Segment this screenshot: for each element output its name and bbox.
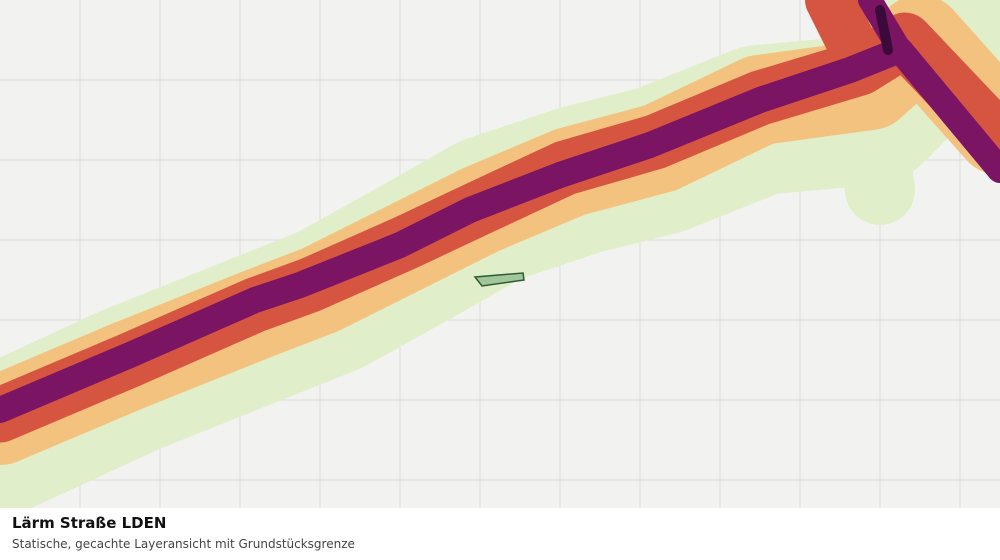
- noise-map: [0, 0, 1000, 508]
- parcel-boundary: [473, 272, 525, 287]
- layer-title: Lärm Straße LDEN: [12, 514, 167, 532]
- noise-band-very-high: [0, 37, 1000, 423]
- layer-subtitle: Statische, gecachte Layeransicht mit Gru…: [12, 537, 355, 551]
- noise-bands: [0, 0, 1000, 508]
- noise-band-extreme: [875, 5, 893, 55]
- legend-footer: Lärm Straße LDEN Statische, gecachte Lay…: [0, 508, 1000, 560]
- noise-band-high: [805, 0, 875, 65]
- noise-band-low: [835, 85, 915, 225]
